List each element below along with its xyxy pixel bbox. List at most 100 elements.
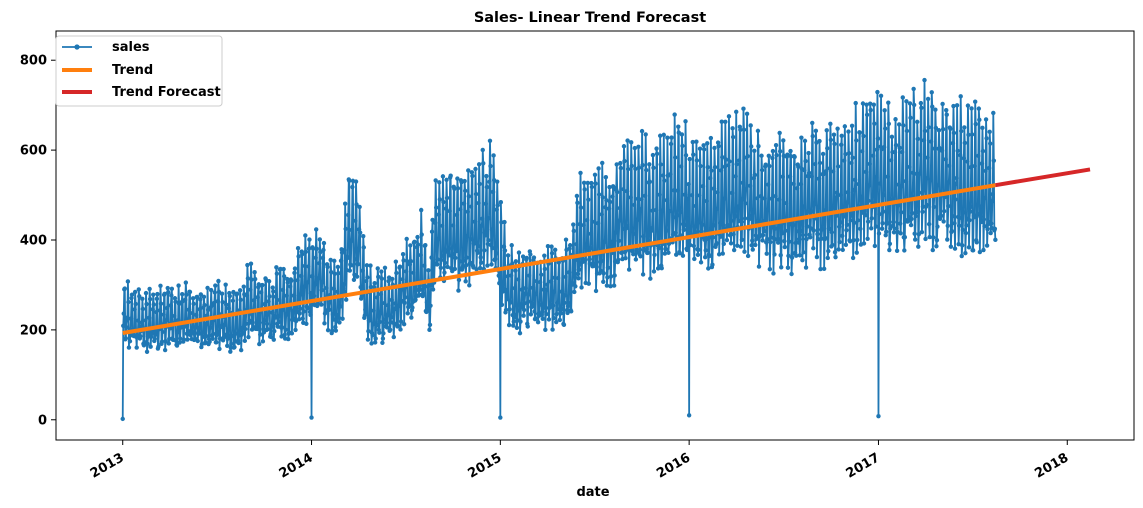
sales-point: [762, 196, 767, 201]
sales-point: [776, 236, 781, 242]
sales-point: [966, 245, 972, 250]
sales-point: [521, 313, 526, 318]
sales-point: [913, 213, 918, 219]
sales-point: [464, 255, 469, 260]
sales-point: [782, 244, 788, 250]
sales-point: [355, 261, 361, 267]
sales-point: [533, 291, 539, 297]
sales-point: [222, 322, 227, 328]
sales-point: [666, 241, 672, 247]
sales-point: [472, 219, 478, 224]
sales-point: [443, 206, 449, 211]
sales-point: [954, 103, 960, 108]
sales-point: [656, 245, 662, 251]
sales-point: [136, 318, 141, 323]
sales-point: [123, 336, 129, 341]
sales-point: [159, 339, 165, 344]
sales-point: [363, 311, 369, 317]
sales-point: [652, 252, 657, 258]
sales-point: [848, 218, 853, 223]
sales-point: [664, 198, 670, 203]
sales-point: [473, 166, 478, 172]
sales-point: [563, 274, 568, 280]
sales-point: [546, 317, 552, 322]
sales-point: [911, 86, 916, 92]
sales-point: [928, 178, 933, 183]
sales-point: [542, 253, 547, 258]
sales-point: [277, 297, 282, 303]
sales-point: [352, 257, 358, 262]
sales-point: [769, 196, 775, 201]
sales-point: [638, 207, 644, 212]
sales-point: [767, 266, 773, 272]
series-sales-markers: [120, 77, 998, 422]
sales-point: [419, 207, 424, 213]
sales-point: [770, 155, 775, 161]
sales-point: [703, 248, 708, 253]
sales-point: [400, 252, 406, 257]
sales-point: [562, 300, 567, 305]
sales-point: [476, 200, 481, 206]
sales-point: [468, 260, 473, 265]
sales-point: [671, 215, 676, 220]
sales-point: [828, 121, 833, 127]
sales-point: [711, 186, 717, 191]
sales-point: [469, 204, 474, 209]
sales-point: [967, 218, 972, 223]
sales-point: [255, 295, 260, 300]
sales-point: [766, 153, 771, 159]
sales-point: [951, 130, 957, 136]
sales-point: [789, 271, 794, 277]
sales-point: [548, 279, 554, 284]
sales-point: [133, 301, 138, 307]
sales-point: [904, 128, 910, 134]
sales-point: [706, 266, 711, 271]
sales-point: [297, 311, 302, 316]
sales-point: [694, 158, 700, 163]
sales-point: [338, 258, 344, 263]
sales-point: [557, 317, 563, 323]
sales-point: [298, 292, 303, 297]
sales-point: [709, 168, 714, 173]
sales-point: [487, 179, 492, 184]
sales-point: [479, 260, 484, 265]
sales-point: [950, 213, 955, 219]
sales-point: [984, 243, 990, 248]
sales-point: [673, 230, 678, 235]
sales-point: [922, 77, 927, 83]
sales-point: [963, 230, 969, 236]
sales-point: [599, 212, 604, 217]
sales-point: [582, 187, 587, 192]
sales-point: [367, 315, 372, 320]
sales-point: [949, 229, 955, 234]
y-axis: 0 200 400 600 800: [20, 54, 56, 428]
sales-point: [662, 178, 667, 183]
sales-point: [969, 106, 974, 111]
sales-point: [827, 226, 832, 232]
sales-point: [349, 227, 355, 233]
sales-point: [305, 306, 310, 311]
sales-point: [719, 119, 724, 124]
sales-point: [176, 283, 181, 288]
sales-point: [705, 165, 710, 170]
sales-point: [702, 255, 708, 260]
sales-point: [248, 261, 254, 266]
sales-point: [351, 263, 356, 268]
sales-point: [292, 266, 298, 271]
sales-point: [287, 305, 293, 311]
sales-point: [517, 330, 523, 336]
sales-point: [871, 153, 876, 158]
sales-point: [613, 230, 618, 235]
sales-point: [712, 145, 717, 151]
sales-point: [591, 261, 597, 266]
sales-point: [527, 273, 532, 278]
sales-point: [603, 174, 609, 180]
sales-point: [826, 248, 831, 254]
sales-point: [869, 216, 874, 221]
sales-point: [835, 126, 840, 131]
sales-point: [697, 193, 702, 198]
sales-point: [692, 256, 697, 262]
sales-point: [346, 212, 351, 218]
sales-point: [759, 167, 765, 173]
sales-point: [280, 287, 286, 293]
